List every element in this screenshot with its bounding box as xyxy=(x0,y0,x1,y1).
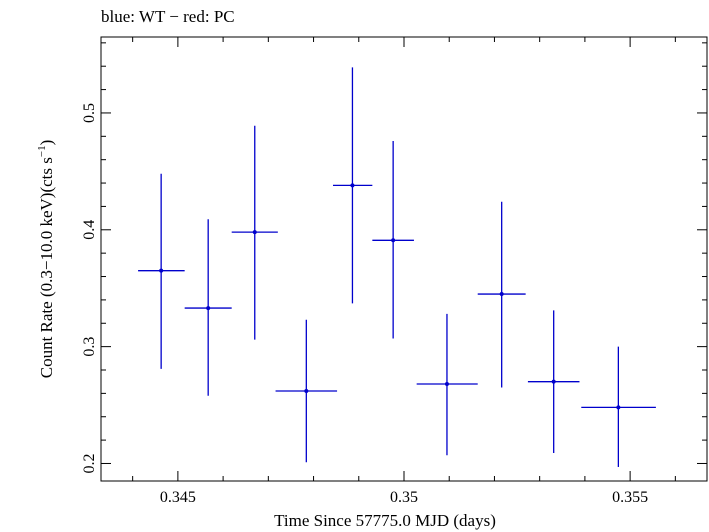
data-point xyxy=(581,346,656,467)
x-axis-label: Time Since 57775.0 MJD (days) xyxy=(274,511,496,530)
data-point xyxy=(184,219,232,396)
point-marker xyxy=(252,230,257,235)
point-marker xyxy=(350,183,355,188)
point-marker xyxy=(304,389,309,394)
point-marker xyxy=(616,405,621,410)
chart-title: blue: WT − red: PC xyxy=(101,7,235,26)
data-point xyxy=(231,125,278,340)
y-tick-label: 0.2 xyxy=(81,453,98,473)
y-axis-label-close: ) xyxy=(37,140,56,146)
y-axis-label-main: Count Rate (0.3−10.0 keV)(cts s xyxy=(37,157,56,378)
data-point xyxy=(138,173,185,369)
x-tick-label: 0.355 xyxy=(612,489,648,506)
plot-frame xyxy=(100,36,708,482)
data-point xyxy=(477,201,526,388)
x-tick-label: 0.35 xyxy=(390,489,418,506)
data-point xyxy=(416,313,478,456)
point-marker xyxy=(159,268,164,273)
y-tick-label: 0.3 xyxy=(81,337,98,357)
data-point xyxy=(372,140,414,339)
data-point xyxy=(332,67,373,304)
data-point xyxy=(275,319,338,463)
axis-ticks xyxy=(101,37,707,481)
x-tick-label: 0.345 xyxy=(160,489,196,506)
axis-tick-labels: 0.345 0.35 0.355 0.2 0.3 0.4 0.5 xyxy=(81,103,648,506)
y-axis-label-superscript: −1 xyxy=(36,145,48,157)
data-point xyxy=(527,310,580,453)
point-marker xyxy=(551,379,556,384)
y-axis-label: Count Rate (0.3−10.0 keV)(cts s−1) xyxy=(36,140,56,379)
data-points xyxy=(138,67,656,467)
y-tick-label: 0.5 xyxy=(81,103,98,123)
point-marker xyxy=(444,382,449,387)
point-marker xyxy=(391,238,396,243)
point-marker xyxy=(499,292,504,297)
y-tick-label: 0.4 xyxy=(81,220,98,240)
point-marker xyxy=(206,306,211,311)
